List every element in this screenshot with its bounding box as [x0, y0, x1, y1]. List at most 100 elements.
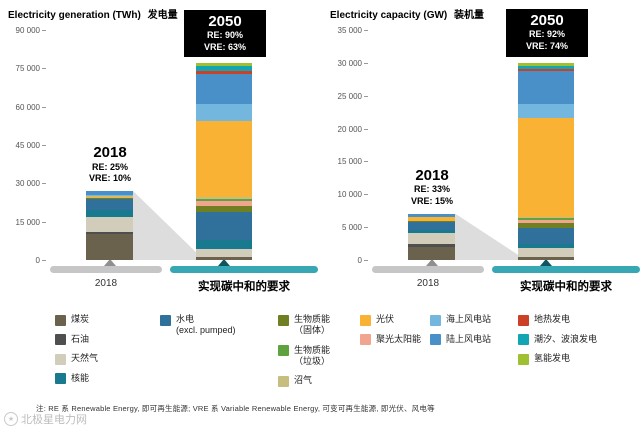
segment-solar_pv — [86, 195, 133, 198]
plot-wrap: 0 15 000 30 000 45 000 60 000 75 000 90 000 20… — [6, 9, 318, 265]
coal-swatch — [55, 314, 66, 326]
segment-hydro — [86, 199, 133, 211]
legend-group: 地热发电潮汐、波浪发电 氢能发电 — [518, 314, 630, 387]
growth-wedge — [455, 213, 526, 260]
segment-biomass_solid — [518, 223, 574, 228]
legend-label: 石油 — [71, 333, 90, 344]
category-label-2018: 2018 — [94, 278, 118, 289]
legend-label: 潮汐、波浪发电 — [534, 333, 598, 344]
solar_pv-swatch — [360, 314, 371, 326]
segment-wind_onshore — [408, 213, 455, 218]
segment-csp — [196, 200, 252, 206]
legend-item-geothermal: 地热发电 — [518, 314, 630, 326]
legend-label: 生物质能 （固体） — [294, 314, 331, 336]
nuclear-swatch — [55, 373, 66, 384]
wind_offshore-swatch — [430, 314, 441, 326]
segment-biogas — [518, 216, 574, 218]
legend-label: 沼气 — [294, 375, 313, 385]
charts-row: Electricity generation (TWh) 发电量 0 15 000… — [6, 4, 640, 306]
annotation-vre: VRE: 10% — [88, 173, 132, 184]
plot-wrap: 0 5 000 10 000 15 000 20 000 25 000 30 000 35 0… — [328, 9, 640, 265]
legend-group: 海上风电站 陆上风电站 — [430, 314, 518, 387]
segment-solar_pv — [196, 120, 252, 198]
segment-oil — [86, 232, 133, 235]
legend-group: 煤炭 石油 天然气 核能 — [55, 314, 160, 387]
segment-nuclear — [408, 230, 455, 234]
category-label-target: 实现碳中和的要求 — [198, 281, 290, 293]
legend-label: 地热发电 — [534, 314, 571, 324]
segment-hydro — [408, 221, 455, 231]
annotation-year: 2018 — [415, 166, 449, 184]
legend-item-biomass_waste: 生物质能 （垃圾） — [278, 345, 360, 368]
legend-item-nuclear: 核能 — [55, 372, 160, 384]
plot-area: 2018 RE: 33% VRE: 15% 2050 RE: 92% VRE: … — [372, 9, 640, 260]
y-tick: 5 000 — [342, 223, 368, 232]
segment-solar_pv — [518, 118, 574, 217]
category-label-target: 实现碳中和的要求 — [520, 281, 612, 293]
generation-chart-title: Electricity generation (TWh) 发电量 — [8, 6, 178, 21]
y-tick: 15 000 — [16, 218, 46, 227]
segment-solar_pv — [408, 217, 455, 221]
segment-hydrogen — [196, 63, 252, 66]
legend-item-tidal_wave: 潮汐、波浪发电 — [518, 333, 630, 345]
legend-item-solar_pv: 光伏 — [360, 314, 430, 326]
annotation-vre: VRE: 15% — [410, 195, 454, 206]
legend-item-csp: 聚光太阳能 — [360, 334, 430, 345]
capacity-chart: Electricity capacity (GW) 装机量 0 5 000 10 0… — [328, 4, 640, 306]
legend-label: 核能 — [71, 372, 90, 383]
legend-group: 光伏 聚光太阳能 — [360, 314, 430, 387]
segment-geothermal — [518, 68, 574, 71]
wind_onshore-swatch — [430, 334, 441, 345]
x-axis — [372, 259, 640, 273]
marker-2050-triangle — [218, 259, 230, 266]
gas-swatch — [55, 353, 66, 365]
legend-label: 天然气 — [71, 353, 99, 363]
watermark: ★ 北极星电力网 — [4, 411, 87, 427]
segment-hydro — [196, 212, 252, 241]
annotation-2050: 2050 RE: 92% VRE: 74% — [506, 9, 588, 57]
legend-label: 氢能发电 — [534, 353, 571, 363]
legend-label: 水电 (excl. pumped) — [176, 314, 236, 336]
growth-wedge — [133, 190, 204, 260]
x-axis — [50, 259, 318, 273]
legend-item-gas: 天然气 — [55, 353, 160, 365]
segment-biomass_waste — [518, 217, 574, 220]
y-tick: 30 000 — [338, 59, 368, 68]
segment-geothermal — [196, 71, 252, 74]
segment-wind_onshore — [518, 70, 574, 104]
segment-biogas — [196, 197, 252, 199]
segment-coal — [518, 257, 574, 260]
segment-csp — [518, 219, 574, 224]
y-tick: 75 000 — [16, 64, 46, 73]
segment-oil — [518, 256, 574, 258]
y-tick: 20 000 — [338, 125, 368, 134]
segment-nuclear — [86, 210, 133, 218]
segment-nuclear — [196, 240, 252, 250]
segment-coal — [86, 234, 133, 260]
annotation-2018: 2018 RE: 33% VRE: 15% — [382, 167, 482, 208]
legend: 煤炭 石油 天然气 核能 水电 (excl. pumped) 生物质能 （固体） 生物质能 （垃圾… — [55, 314, 630, 387]
axis-target-band — [492, 259, 640, 273]
annotation-re: RE: 25% — [91, 161, 128, 172]
segment-tidal_wave — [518, 65, 574, 69]
legend-item-hydro: 水电 (excl. pumped) — [160, 314, 278, 337]
capacity-chart-title: Electricity capacity (GW) 装机量 — [330, 6, 484, 21]
segment-nuclear — [518, 244, 574, 248]
y-tick: 0 — [358, 256, 368, 265]
csp-swatch — [360, 334, 371, 345]
y-tick: 10 000 — [338, 190, 368, 199]
segment-wind_onshore — [86, 191, 133, 196]
watermark-text: 北极星电力网 — [21, 414, 87, 426]
segment-wind_onshore — [196, 73, 252, 105]
chart-title-zh: 装机量 — [454, 10, 485, 21]
segment-wind_offshore — [518, 103, 574, 119]
legend-label: 煤炭 — [71, 314, 90, 324]
bar-2050 — [196, 63, 252, 260]
segment-coal — [196, 257, 252, 260]
marker-2018-triangle — [426, 259, 438, 266]
y-axis: 0 5 000 10 000 15 000 20 000 25 000 30 000 35 0… — [328, 26, 368, 265]
biogas-swatch — [278, 375, 289, 387]
segment-biomass_waste — [196, 198, 252, 201]
legend-label: 海上风电站 — [446, 314, 492, 324]
y-axis: 0 15 000 30 000 45 000 60 000 75 000 90 000 — [6, 26, 46, 265]
